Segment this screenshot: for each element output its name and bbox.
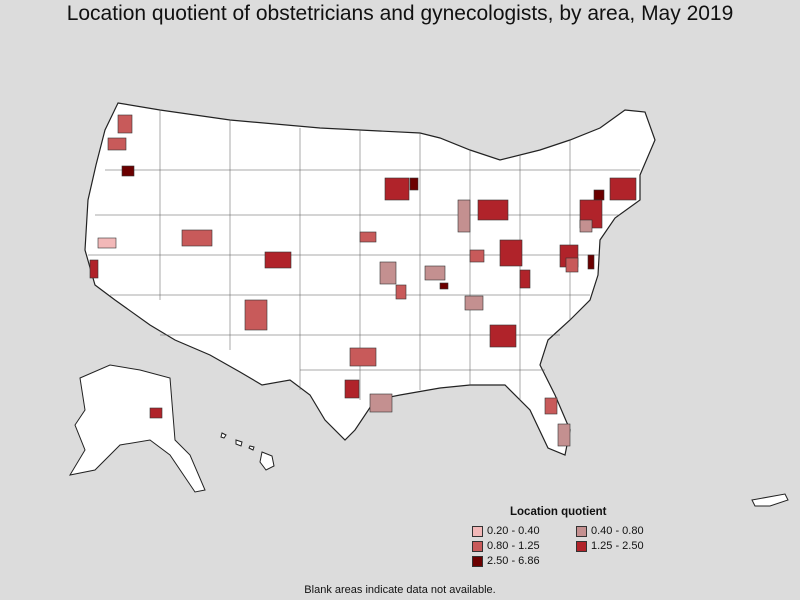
footnote: Blank areas indicate data not available. bbox=[304, 584, 496, 596]
map-title: Location quotient of obstetricians and g… bbox=[66, 2, 734, 25]
legend-title: Location quotient bbox=[510, 506, 607, 518]
puerto-rico-outline bbox=[751, 493, 789, 507]
alaska-outline bbox=[68, 364, 206, 493]
legend-swatch bbox=[472, 555, 483, 567]
legend-swatch bbox=[576, 525, 587, 537]
legend-item-0-40-0-80: 0.40 - 0.80 bbox=[576, 525, 644, 537]
legend-label: 1.25 - 2.50 bbox=[591, 540, 644, 552]
legend-item-0-80-1-25: 0.80 - 1.25 bbox=[472, 540, 540, 552]
area-boundaries bbox=[88, 110, 640, 400]
legend-label: 0.80 - 1.25 bbox=[487, 540, 540, 552]
shaded-areas bbox=[89, 114, 637, 447]
legend-item-2-50-6-86: 2.50 - 6.86 bbox=[472, 555, 540, 567]
legend-item-0-20-0-40: 0.20 - 0.40 bbox=[472, 525, 540, 537]
legend-swatch bbox=[472, 525, 483, 537]
legend-swatch bbox=[472, 540, 483, 552]
legend-label: 2.50 - 6.86 bbox=[487, 555, 540, 567]
legend-label: 0.20 - 0.40 bbox=[487, 525, 540, 537]
legend-item-1-25-2-50: 1.25 - 2.50 bbox=[576, 540, 644, 552]
legend-label: 0.40 - 0.80 bbox=[591, 525, 644, 537]
legend-swatch bbox=[576, 540, 587, 552]
hawaii-islands bbox=[220, 432, 275, 471]
